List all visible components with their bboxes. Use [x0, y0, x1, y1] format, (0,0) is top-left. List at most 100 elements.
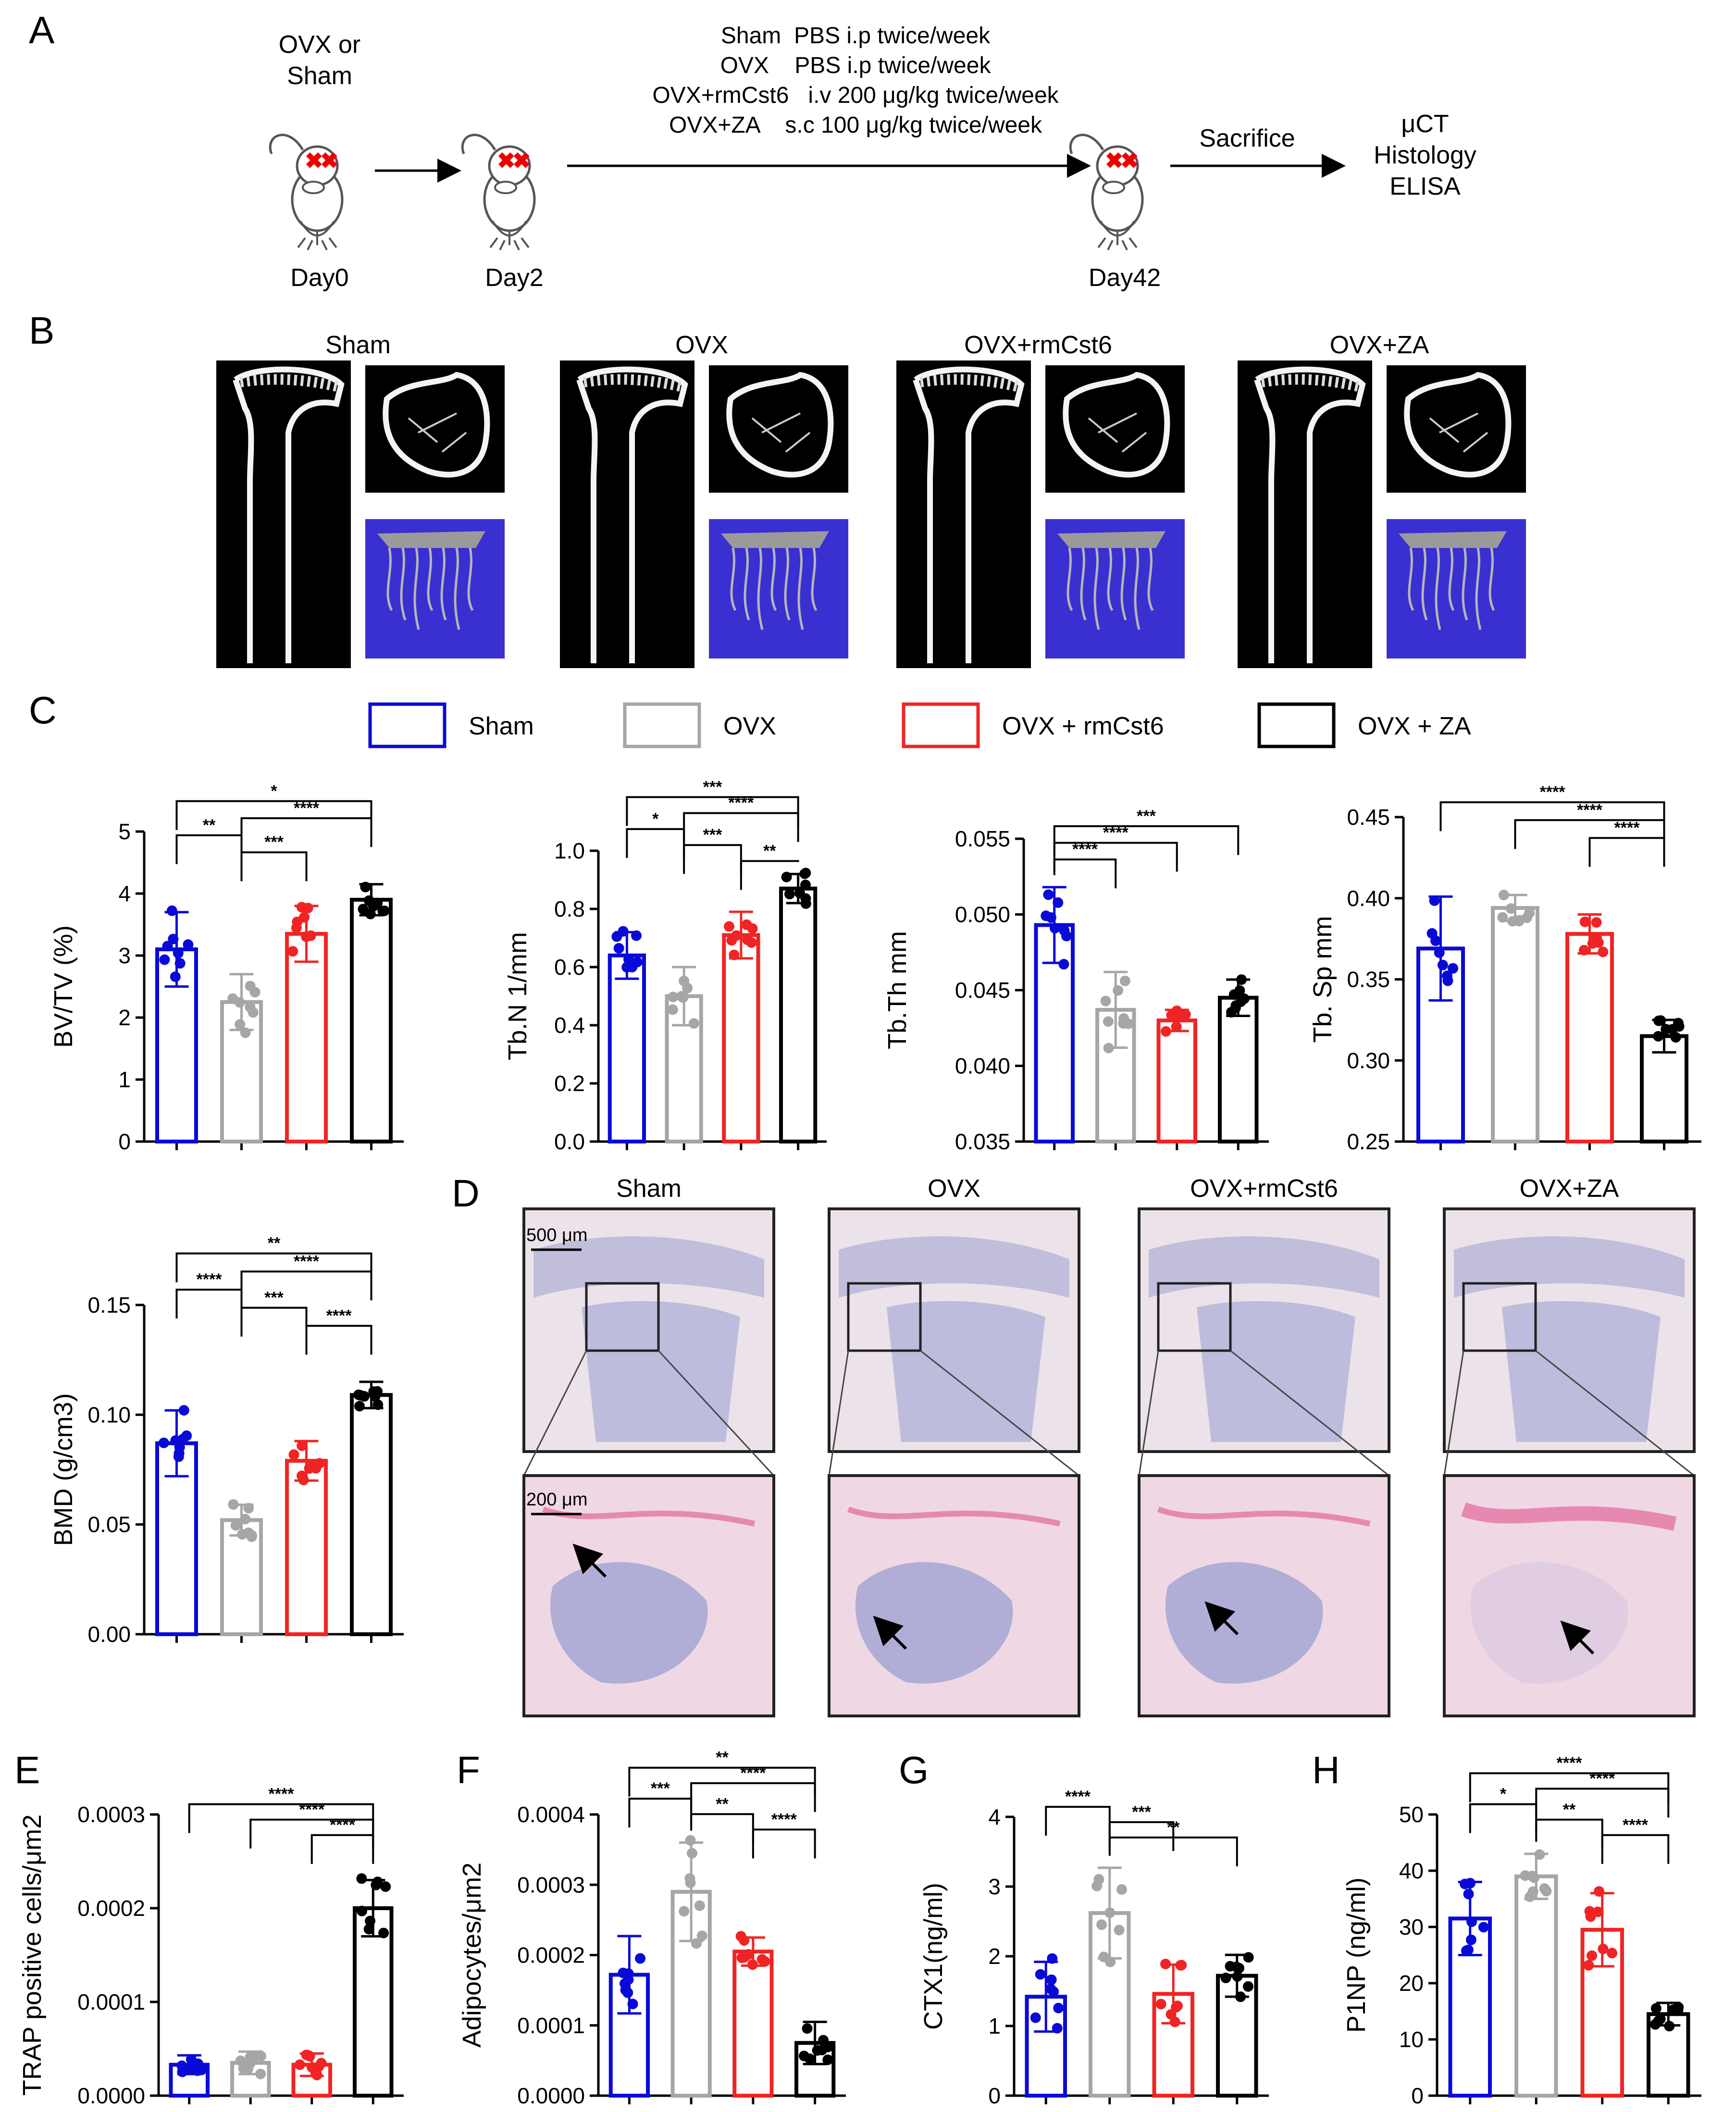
legend-swatch — [902, 702, 980, 748]
data-point — [238, 2063, 249, 2074]
bar-2 — [732, 1950, 774, 2098]
data-point — [1030, 2012, 1041, 2023]
y-tick-label: 0.05 — [87, 1512, 131, 1537]
y-tick-label: 0.00 — [87, 1622, 131, 1647]
cortex-ring — [383, 372, 490, 478]
significance-label: **** — [197, 1270, 223, 1289]
marrow-region — [1197, 1301, 1355, 1442]
data-point — [1232, 1971, 1243, 1982]
day42-label: Day42 — [1089, 264, 1161, 292]
data-point — [802, 2023, 813, 2034]
significance-bracket — [1588, 837, 1665, 867]
data-point — [1448, 963, 1459, 974]
y-tick-label: 0.6 — [554, 955, 585, 980]
data-point — [723, 921, 734, 932]
y-tick-label: 0.0004 — [517, 1802, 585, 1827]
y-tick-label: 0.0000 — [77, 2083, 145, 2108]
data-point — [686, 1848, 697, 1859]
data-point — [731, 930, 742, 941]
data-point — [170, 1435, 181, 1446]
significance-label: **** — [294, 799, 320, 817]
data-point — [1171, 1021, 1182, 1032]
data-point — [696, 1930, 707, 1941]
y-tick-label: 0.0003 — [517, 1872, 585, 1897]
scale-label-top: 500 μm — [526, 1225, 588, 1245]
y-tick-label: 0.0003 — [77, 1802, 145, 1827]
data-point — [1578, 944, 1589, 956]
data-point — [1105, 1956, 1116, 1967]
significance-bracket — [240, 817, 372, 847]
trabecular-block — [1057, 531, 1166, 548]
cortex-ring — [726, 372, 834, 478]
data-point — [691, 1938, 702, 1949]
growth-plate — [583, 374, 684, 392]
data-point — [1049, 922, 1060, 933]
significance-bracket — [1053, 825, 1240, 855]
data-point — [380, 1881, 391, 1892]
day2-label: Day2 — [485, 264, 543, 292]
bar-0 — [608, 953, 646, 1144]
arrow-indicator — [572, 1543, 607, 1578]
data-point — [176, 2060, 187, 2071]
data-point — [688, 1018, 699, 1029]
data-point — [685, 1835, 696, 1846]
panel-label-e: E — [14, 1749, 40, 1791]
data-point — [1052, 2023, 1063, 2034]
data-point — [288, 1449, 299, 1460]
data-point — [236, 1529, 248, 1540]
trabeculae — [408, 412, 467, 453]
y-tick-label: 0 — [118, 1129, 131, 1154]
data-point — [1587, 1950, 1598, 1961]
significance-bracket — [240, 1270, 372, 1301]
data-point — [174, 1448, 185, 1459]
y-tick-label: 0.45 — [1347, 805, 1390, 830]
data-point — [1100, 995, 1111, 1006]
data-point — [1114, 1925, 1125, 1936]
data-point — [301, 931, 312, 942]
significance-label: **** — [299, 1801, 325, 1819]
y-tick-label: 0.0001 — [77, 1989, 145, 2014]
significance-label: ** — [716, 1749, 729, 1767]
data-point — [739, 1952, 750, 1963]
data-point — [1661, 1024, 1672, 1035]
y-tick-label: 0.35 — [1347, 967, 1390, 992]
data-point — [1673, 2004, 1684, 2015]
data-point — [1598, 946, 1609, 957]
data-point — [249, 987, 260, 998]
y-tick-label: 0 — [1411, 2083, 1424, 2108]
y-axis-label: TRAP positive cells/μm2 — [18, 1814, 47, 2096]
marrow-region — [1502, 1301, 1661, 1442]
data-point — [1520, 1870, 1531, 1881]
data-point — [627, 962, 638, 973]
significance-label: **** — [1103, 824, 1129, 842]
bar-2 — [285, 932, 328, 1143]
significance-label: **** — [740, 1764, 766, 1782]
microct-longitudinal-image — [560, 360, 694, 668]
legend-swatch — [623, 702, 701, 748]
significance-label: ** — [1167, 1818, 1180, 1837]
data-point — [360, 882, 371, 893]
y-tick-label: 0.0000 — [517, 2083, 585, 2108]
bone-outline — [576, 366, 688, 663]
treatment-line-4: OVX+ZA s.c 100 μg/kg twice/week — [669, 112, 1042, 138]
significance-label: *** — [703, 778, 722, 796]
significance-bracket — [175, 1289, 243, 1319]
data-point — [1171, 2002, 1182, 2013]
significance-bracket — [626, 828, 685, 858]
outcome-histology: Histology — [1374, 141, 1476, 169]
y-tick-label: 2 — [988, 1944, 1001, 1969]
y-tick-label: 0.25 — [1347, 1129, 1390, 1154]
panel-label-f: F — [457, 1749, 480, 1791]
data-point — [1043, 889, 1054, 900]
significance-label: **** — [1589, 1769, 1615, 1788]
significance-bracket — [1535, 1788, 1670, 1818]
data-point — [314, 1458, 325, 1469]
data-point — [296, 902, 307, 913]
bar-1 — [1491, 906, 1539, 1143]
significance-label: **** — [1623, 1816, 1649, 1834]
panel-label-b: B — [29, 309, 54, 352]
trabeculae — [1429, 412, 1488, 453]
data-point — [174, 958, 186, 969]
y-tick-label: 0.40 — [1347, 886, 1390, 911]
